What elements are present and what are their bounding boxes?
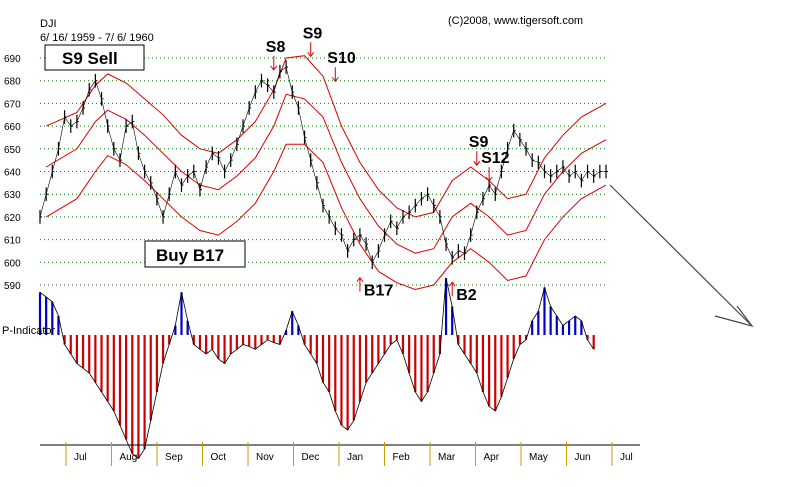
signal-arrow-head: [473, 160, 481, 167]
s9-sell-label: S9 Sell: [62, 49, 118, 68]
signal-arrow-head: [331, 76, 339, 83]
month-label: May: [529, 452, 548, 463]
signal-label: S8: [266, 39, 286, 56]
signal-label: S9: [469, 134, 489, 151]
price-bars: [39, 60, 608, 270]
indicator-outline: [39, 277, 595, 460]
y-tick-label: 620: [4, 213, 21, 224]
month-label: Feb: [393, 452, 411, 463]
month-label: Jun: [575, 452, 591, 463]
buy-b17-label: Buy B17: [156, 246, 224, 265]
grid-lines: 690 680 670 660 650 640 630 620 610 600 590: [4, 54, 606, 292]
signal-label: S12: [481, 150, 510, 167]
signal-label: S10: [327, 50, 356, 67]
month-label: Dec: [302, 452, 320, 463]
month-label: Jan: [347, 452, 363, 463]
y-tick-label: 610: [4, 236, 21, 247]
signal-label: B17: [364, 283, 393, 300]
month-label: Jul: [620, 452, 633, 463]
signal-arrow-head: [307, 51, 315, 58]
y-tick-label: 690: [4, 54, 21, 65]
copyright-label: (C)2008, www.tigersoft.com: [448, 15, 583, 27]
signal-arrow-head: [270, 65, 278, 71]
indicator-label: P-Indicator: [2, 325, 56, 337]
projection-arrow: [609, 184, 753, 327]
y-tick-label: 650: [4, 145, 21, 156]
date-range-label: 6/ 16/ 1959 - 7/ 6/ 1960: [40, 32, 154, 44]
projection-arrow-head: [714, 305, 754, 328]
month-label: Mar: [438, 452, 456, 463]
signal-label: B2: [456, 287, 477, 304]
month-label: Oct: [211, 452, 227, 463]
buy-b17-box: [144, 240, 246, 268]
y-tick-label: 680: [4, 77, 21, 88]
y-tick-label: 630: [4, 190, 21, 201]
p-indicator-histogram: [38, 277, 595, 460]
s9-sell-box: [44, 44, 145, 71]
y-tick-label: 660: [4, 122, 21, 133]
lower-band: [45, 143, 607, 291]
upper-band: [45, 55, 607, 218]
signal-label: S9: [303, 25, 323, 42]
y-tick-label: 590: [4, 281, 21, 292]
y-tick-label: 670: [4, 99, 21, 110]
y-tick-label: 640: [4, 168, 21, 179]
month-label: Jul: [74, 452, 87, 463]
middle-band: [45, 93, 607, 254]
month-label: Aug: [120, 452, 138, 463]
signal-arrow-head: [485, 176, 493, 182]
bollinger-bands: [45, 55, 607, 291]
month-label: Nov: [256, 452, 274, 463]
month-label: Apr: [484, 452, 500, 463]
price-path: [39, 66, 606, 264]
month-label: Sep: [165, 452, 183, 463]
signal-arrow-head: [356, 276, 364, 282]
ticker-label: DJI: [40, 18, 57, 30]
y-tick-label: 600: [4, 258, 21, 269]
month-axis: Jul Aug Sep Oct Nov Dec Jan Feb Mar Apr May Jun Jul: [40, 442, 640, 466]
signal-arrow-head: [448, 281, 456, 287]
